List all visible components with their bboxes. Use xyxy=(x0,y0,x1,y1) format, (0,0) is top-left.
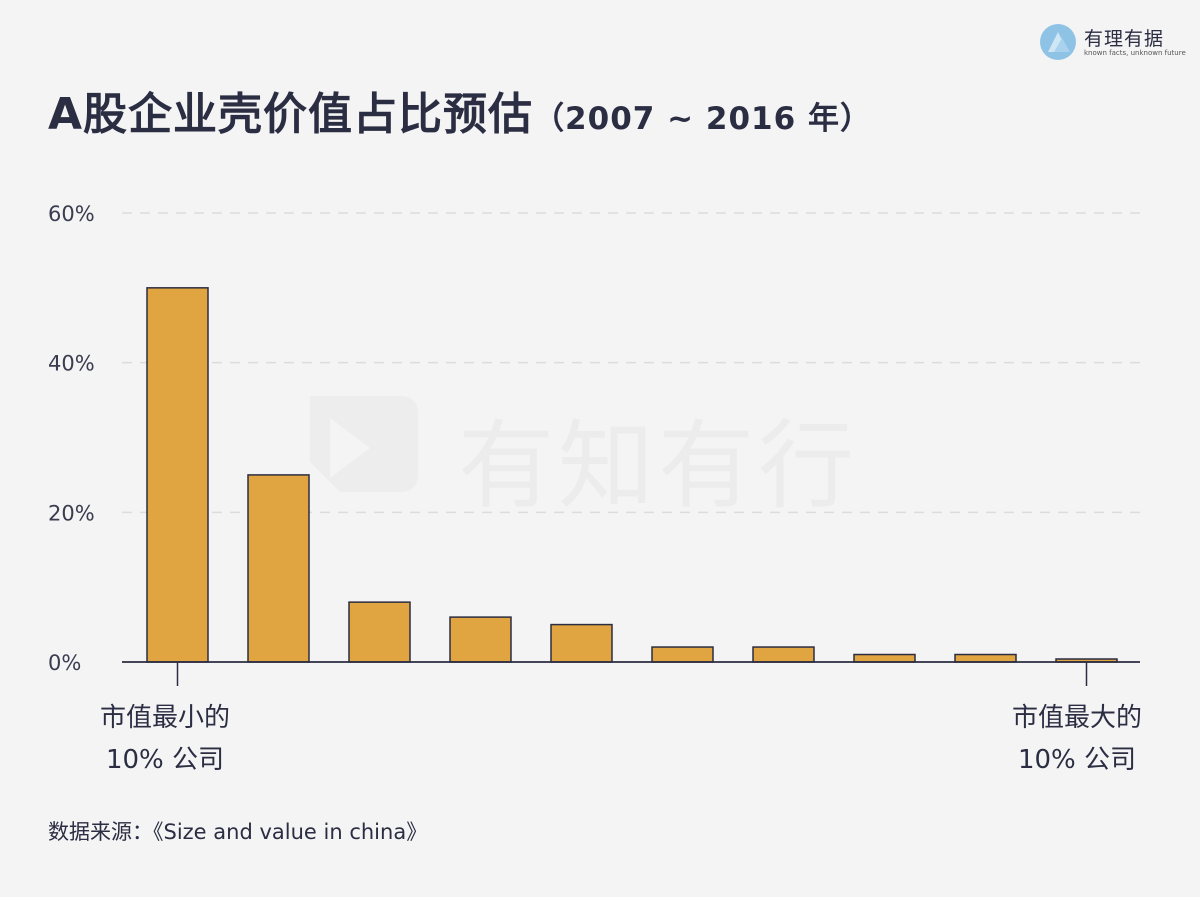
bar-3 xyxy=(348,601,411,663)
y-tick-label: 0% xyxy=(48,651,81,675)
bar-5 xyxy=(550,623,613,663)
logo-tagline: known facts, unknown future xyxy=(1084,49,1186,57)
bar-9 xyxy=(954,653,1017,663)
y-tick-label: 60% xyxy=(48,202,95,226)
x-annotation-right-line1: 市值最大的 xyxy=(1012,703,1143,733)
watermark: 有知有行 xyxy=(300,388,900,522)
chart-title-subtitle: （2007 ~ 2016 年） xyxy=(533,101,872,137)
y-tick-label: 20% xyxy=(48,501,95,525)
brand-logo: 有理有据 known facts, unknown future xyxy=(1040,22,1186,62)
chart-title: A股企业壳价值占比预估（2007 ~ 2016 年） xyxy=(48,78,872,142)
bar-8 xyxy=(853,653,916,663)
y-tick-label: 40% xyxy=(48,352,95,376)
chart-title-main: A股企业壳价值占比预估 xyxy=(48,89,534,140)
x-annotation-left: 市值最小的 10% 公司 xyxy=(100,697,230,781)
bar-6 xyxy=(651,646,714,663)
logo-name: 有理有据 xyxy=(1084,28,1165,50)
source-note: 数据来源：《Size and value in china》 xyxy=(48,820,428,844)
x-annotation-right-line2: 10% 公司 xyxy=(1017,745,1137,775)
bar-4 xyxy=(449,616,512,663)
bar-2 xyxy=(247,474,310,663)
watermark-logo-icon xyxy=(310,396,418,492)
watermark-text: 有知有行 xyxy=(458,410,858,522)
bar-1 xyxy=(146,287,209,663)
x-annotation-right: 市值最大的 10% 公司 xyxy=(1012,697,1142,781)
bar-7 xyxy=(752,646,815,663)
x-annotation-left-line2: 10% 公司 xyxy=(105,745,225,775)
logo-mark-icon xyxy=(1040,24,1076,60)
x-annotation-left-line1: 市值最小的 xyxy=(100,703,231,733)
